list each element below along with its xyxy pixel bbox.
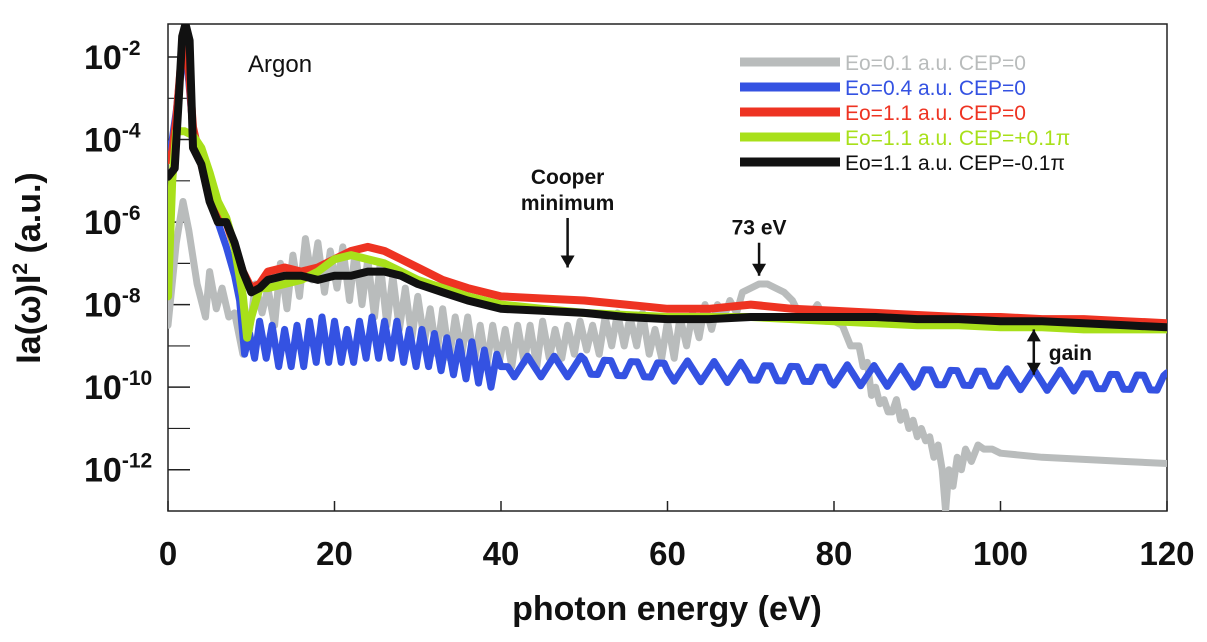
y-tick-base: 10	[84, 122, 122, 160]
y-tick-label: 10-6	[84, 202, 141, 242]
y-tick-exp: -2	[122, 37, 141, 60]
y-tick-label: 10-10	[84, 367, 152, 407]
legend-label: Eo=0.1 a.u. CEP=0	[845, 52, 1026, 75]
x-tick-label: 20	[316, 535, 353, 572]
legend-label: Eo=0.4 a.u. CEP=0	[845, 77, 1026, 100]
annotation-text: minimum	[521, 192, 614, 215]
y-tick-base: 10	[84, 369, 122, 407]
annotation-gain: gain	[1049, 342, 1092, 365]
y-axis-title-main: Ia(ω)I	[10, 275, 48, 364]
x-tick-label: 60	[649, 535, 686, 572]
arrow-head	[560, 255, 575, 268]
y-tick-base: 10	[84, 287, 122, 325]
y-tick-exp: -12	[122, 450, 152, 473]
series-line	[168, 127, 1167, 342]
series-line	[168, 198, 1167, 511]
legend-label: Eo=1.1 a.u. CEP=+0.1π	[845, 127, 1070, 150]
y-tick-base: 10	[84, 39, 122, 77]
x-tick-label: 120	[1139, 535, 1194, 572]
annotations: Cooper minimum 73 eV gain	[521, 166, 1092, 375]
y-tick-label: 10-4	[84, 120, 141, 160]
y-tick-label: 10-2	[84, 37, 141, 77]
arrow-head	[1026, 362, 1041, 375]
x-axis: 0 20 40 60 80 100 120	[159, 501, 1195, 572]
annotation-text: Cooper	[531, 166, 605, 189]
legend-label: Eo=1.1 a.u. CEP=0	[845, 102, 1026, 125]
series-line	[168, 24, 1167, 332]
annotation-text: 73 eV	[732, 217, 787, 240]
y-tick-base: 10	[84, 204, 122, 242]
y-tick-exp: -10	[122, 367, 152, 390]
y-axis-title: Ia(ω)I2 (a.u.)	[9, 172, 48, 364]
x-axis-title: photon energy (eV)	[512, 590, 822, 628]
panel-label: Argon	[248, 51, 312, 78]
y-tick-exp: -4	[122, 120, 141, 143]
legend: Eo=0.1 a.u. CEP=0Eo=0.4 a.u. CEP=0Eo=1.1…	[740, 52, 1070, 175]
y-tick-exp: -8	[122, 285, 141, 308]
x-tick-label: 40	[483, 535, 520, 572]
x-tick-label: 100	[973, 535, 1028, 572]
series-layer	[168, 24, 1167, 511]
y-axis-title-sup: 2	[9, 263, 32, 275]
x-tick-label: 80	[816, 535, 853, 572]
legend-label: Eo=1.1 a.u. CEP=-0.1π	[845, 152, 1065, 175]
y-tick-label: 10-12	[84, 450, 152, 490]
y-axis-title-unit: (a.u.)	[10, 172, 48, 263]
x-tick-label: 0	[159, 535, 177, 572]
y-tick-label: 10-8	[84, 285, 141, 325]
y-tick-exp: -6	[122, 202, 141, 225]
y-tick-base: 10	[84, 452, 122, 490]
series-line	[168, 45, 1167, 395]
arrow-head	[752, 263, 767, 276]
arrow-head	[1026, 329, 1041, 342]
